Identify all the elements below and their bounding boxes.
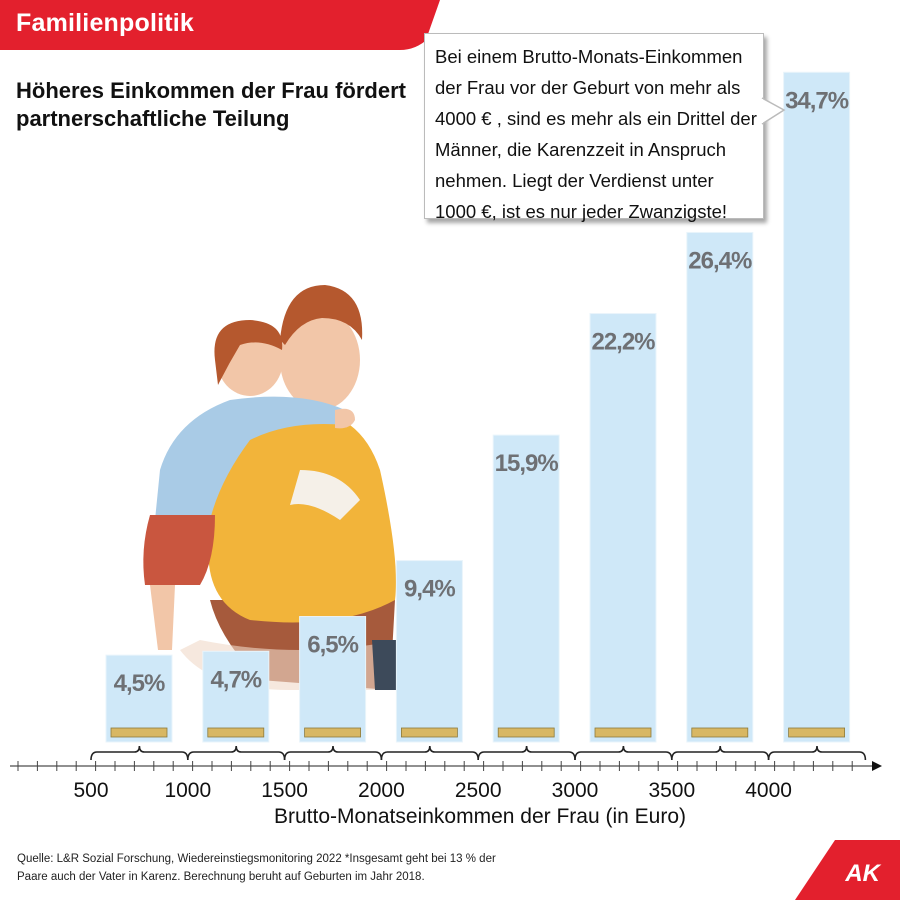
bar (783, 71, 851, 743)
coin-stack-icon (304, 727, 362, 738)
bar (202, 650, 270, 743)
coin-stack-icon (110, 727, 168, 738)
range-brace (477, 745, 576, 761)
range-brace (671, 745, 770, 761)
x-tick-label: 4000 (745, 779, 792, 802)
coin-stack-icon (207, 727, 265, 738)
axis-arrow-icon (872, 761, 882, 771)
x-tick-label: 3000 (552, 779, 599, 802)
bar-value-label: 15,9% (495, 450, 559, 477)
coin-stack-icon (497, 727, 555, 738)
coin-stack-icon (594, 727, 652, 738)
x-tick-label: 2500 (455, 779, 502, 802)
ak-logo-text: AK (845, 860, 880, 887)
category-banner (0, 0, 440, 50)
callout-text: Bei einem Brutto-Monats-Einkommen der Fr… (435, 46, 757, 222)
bar (686, 231, 754, 743)
bar-value-label: 26,4% (688, 247, 752, 274)
source-note: Quelle: L&R Sozial Forschung, Wiedereins… (17, 853, 496, 883)
callout-box: Bei einem Brutto-Monats-Einkommen der Fr… (424, 33, 764, 222)
bar-value-label: 34,7% (785, 87, 849, 114)
callout-tail (760, 97, 786, 125)
x-tick-label: 3500 (648, 779, 695, 802)
bar-value-label: 4,5% (114, 670, 165, 697)
bar (105, 654, 173, 743)
coin-stack-icon (691, 727, 749, 738)
x-tick-label: 500 (73, 779, 108, 802)
x-tick-label: 1500 (261, 779, 308, 802)
category-label: Familienpolitik (16, 9, 195, 37)
range-brace (380, 745, 479, 761)
page-title: Höheres Einkommen der Frau fördert partn… (16, 78, 406, 131)
range-brace (187, 745, 286, 761)
bar-value-label: 22,2% (591, 329, 655, 356)
bar (589, 313, 657, 743)
ak-logo (795, 840, 900, 900)
bar-value-label: 9,4% (404, 576, 455, 603)
range-brace (574, 745, 673, 761)
x-tick-label: 2000 (358, 779, 405, 802)
bar (492, 434, 560, 743)
bar-value-label: 4,7% (210, 666, 261, 693)
range-brace (90, 745, 189, 761)
x-tick-label: 1000 (164, 779, 211, 802)
coin-stack-icon (788, 727, 845, 738)
x-axis-title: Brutto-Monatseinkommen der Frau (in Euro… (274, 805, 686, 828)
range-brace (283, 745, 383, 761)
bar-value-label: 6,5% (307, 632, 358, 659)
bar (299, 616, 367, 743)
coin-stack-icon (400, 727, 458, 738)
range-brace (767, 745, 867, 761)
bar (395, 560, 463, 743)
